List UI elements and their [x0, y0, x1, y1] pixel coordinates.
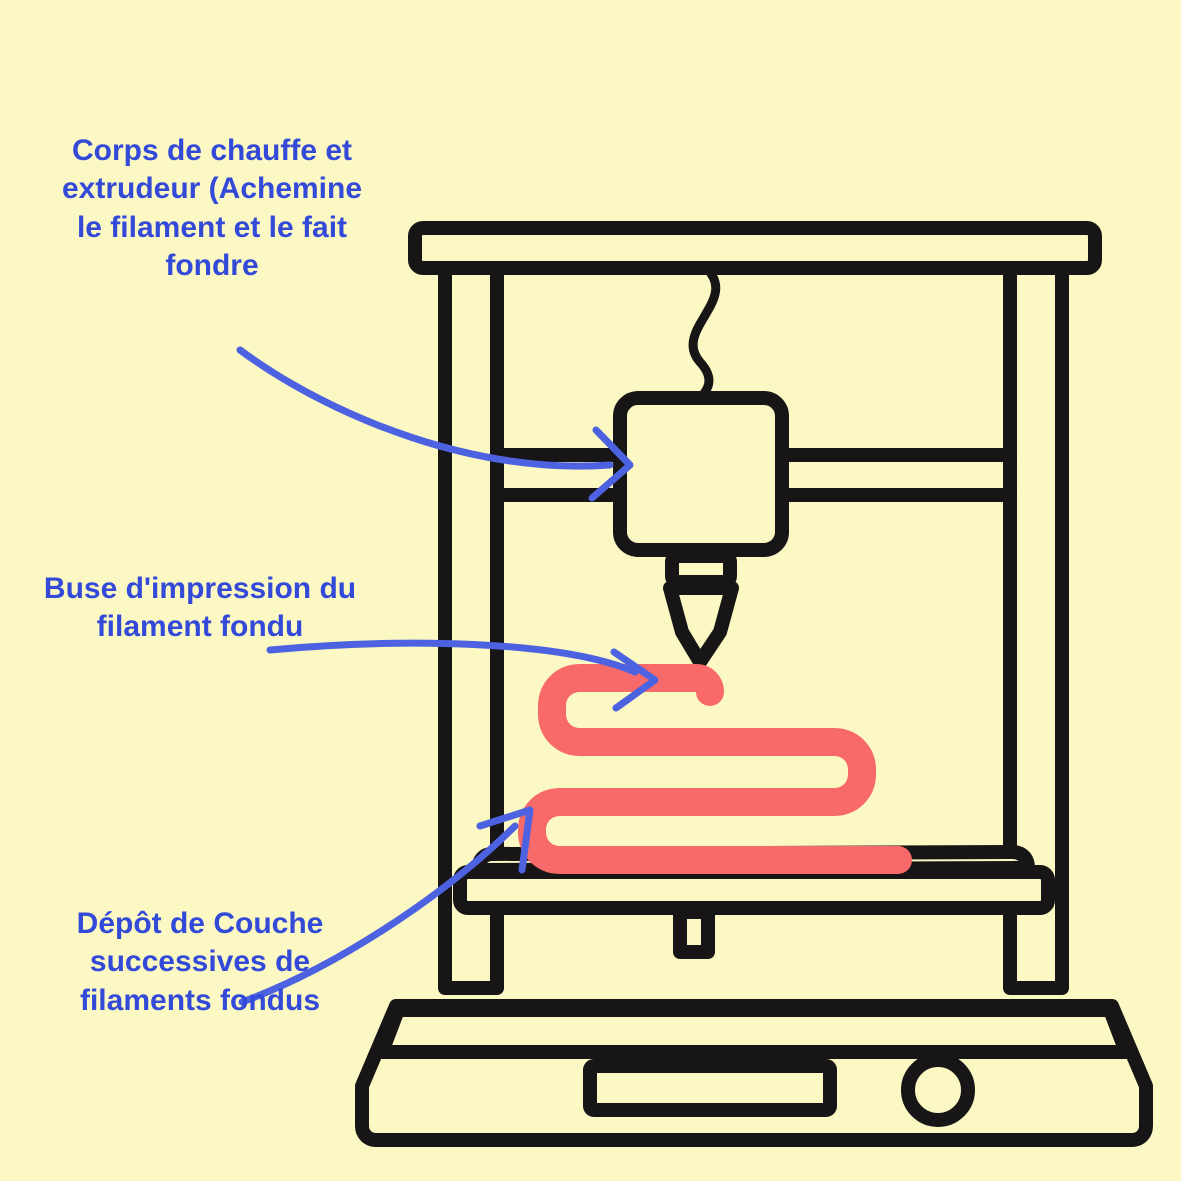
label-nozzle: Buse d'impression du filament fondu: [40, 570, 360, 647]
control-panel-slot: [590, 1066, 830, 1110]
nozzle-tip: [670, 588, 732, 662]
bed-support-rod: [680, 912, 708, 952]
label-deposit: Dépôt de Couche successives de filaments…: [40, 905, 360, 1020]
nozzle-collar: [672, 556, 730, 582]
print-bed: [460, 872, 1048, 908]
deposited-filament: [532, 678, 898, 860]
printer-base-deck: [382, 1010, 1126, 1052]
control-knob-icon: [908, 1060, 968, 1120]
extruder-head: [620, 398, 782, 550]
printer-icon: [362, 228, 1146, 1140]
filament-feed-wire: [693, 268, 716, 400]
label-extruder: Corps de chauffe et extrudeur (Achemine …: [52, 132, 372, 286]
printer-top-frame: [415, 228, 1095, 268]
